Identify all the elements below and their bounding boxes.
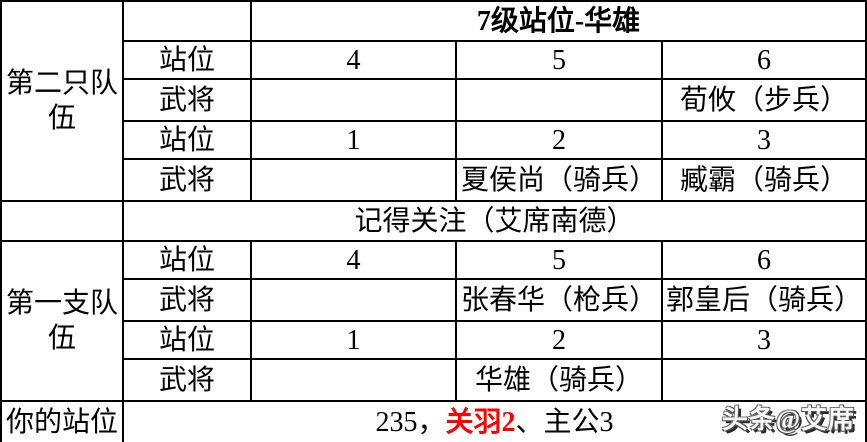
team2-front-general-row: 武将 夏侯尚（骑兵） 臧霸（骑兵） xyxy=(1,158,867,202)
team2-back-general-row: 武将 荀攸（步兵） xyxy=(1,78,867,122)
team1-back-general-6: 郭皇后（骑兵） xyxy=(661,278,867,322)
team2-back-position-4: 4 xyxy=(250,40,457,80)
empty-cell xyxy=(122,0,252,42)
row-label-position: 站位 xyxy=(122,40,252,80)
notice-row: 记得关注（艾席南德） xyxy=(0,200,867,242)
row-label-general: 武将 xyxy=(122,158,252,202)
your-position-highlight: 关羽2 xyxy=(445,406,516,438)
page-title: 7级站位-华雄 xyxy=(250,0,867,42)
team1-front-position-3: 3 xyxy=(661,320,867,360)
row-label-general: 武将 xyxy=(122,278,252,322)
your-position-prefix: 235， xyxy=(375,406,446,438)
notice-text: 记得关注（艾席南德） xyxy=(122,200,867,242)
team1-back-position-4: 4 xyxy=(250,240,457,280)
team1-front-general-3 xyxy=(661,358,867,402)
row-label-position: 站位 xyxy=(122,240,252,280)
watermark-text: 头条@艾席 xyxy=(721,404,855,434)
team2-front-position-1: 1 xyxy=(250,120,457,160)
team1-label: 第一支队伍 xyxy=(0,240,124,402)
your-position-value: 235，关羽2、主公3 头条@艾席 xyxy=(122,400,867,442)
team1-back-position-6: 6 xyxy=(661,240,867,280)
team2-front-general-2: 夏侯尚（骑兵） xyxy=(455,158,663,202)
team1-front-position-1: 1 xyxy=(250,320,457,360)
row-label-position: 站位 xyxy=(122,320,252,360)
team2-back-position-5: 5 xyxy=(455,40,663,80)
team1-front-general-row: 武将 华雄（骑兵） xyxy=(1,358,867,402)
row-label-position: 站位 xyxy=(122,120,252,160)
team1-front-position-row: 站位 1 2 3 xyxy=(1,320,867,360)
team2-back-general-5 xyxy=(455,78,663,122)
team2-label: 第二只队伍 xyxy=(0,0,124,202)
team2-front-general-1 xyxy=(250,158,457,202)
team1-back-general-4 xyxy=(250,278,457,322)
team2-back-general-4 xyxy=(250,78,457,122)
empty-cell xyxy=(0,200,124,242)
team2-back-general-6-highlighted: 荀攸（步兵） xyxy=(661,78,867,122)
team2-front-position-row: 站位 1 2 3 xyxy=(1,120,867,160)
team1-front-general-2-highlighted: 华雄（骑兵） xyxy=(455,358,663,402)
team1-back-position-row: 第一支队伍 站位 4 5 6 xyxy=(0,240,867,402)
header-row: 第二只队伍 7级站位-华雄 xyxy=(0,0,867,202)
team1-back-position-5: 5 xyxy=(455,240,663,280)
team1-front-position-2: 2 xyxy=(455,320,663,360)
team2-front-position-2: 2 xyxy=(455,120,663,160)
your-position-suffix: 、主公3 xyxy=(515,406,614,438)
row-label-general: 武将 xyxy=(122,78,252,122)
team2-back-position-6: 6 xyxy=(661,40,867,80)
row-label-general: 武将 xyxy=(122,358,252,402)
your-position-label: 你的站位 xyxy=(0,400,124,442)
team1-back-general-row: 武将 张春华（枪兵） 郭皇后（骑兵） xyxy=(1,278,867,322)
team1-front-general-1 xyxy=(250,358,457,402)
team1-back-general-5: 张春华（枪兵） xyxy=(455,278,663,322)
footer-row: 你的站位 235，关羽2、主公3 头条@艾席 xyxy=(0,400,867,442)
team2-front-position-3: 3 xyxy=(661,120,867,160)
team2-front-general-3: 臧霸（骑兵） xyxy=(661,158,867,202)
team2-back-position-row: 站位 4 5 6 xyxy=(1,40,867,80)
